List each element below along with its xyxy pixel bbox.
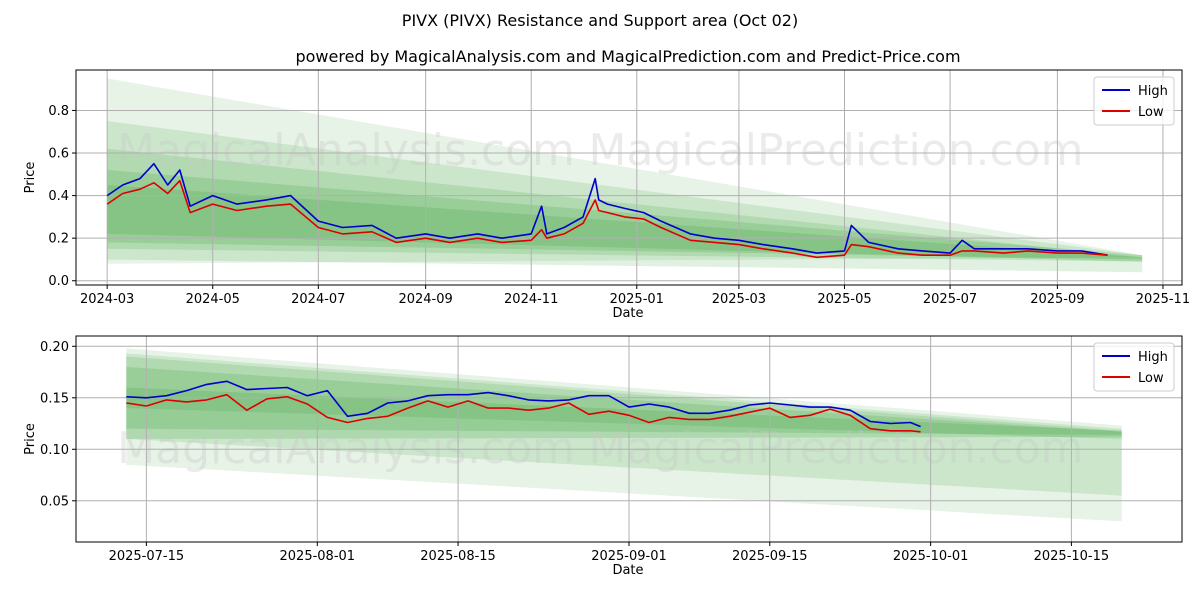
series-line-high bbox=[126, 380, 921, 428]
axes-frame bbox=[75, 69, 1183, 286]
y-axis-label: Price bbox=[23, 423, 38, 455]
y-tick-label: 0.05 bbox=[40, 494, 69, 509]
top-panel: MagicalAnalysis.com MagicalPrediction.com… bbox=[23, 69, 1190, 321]
x-tick-label: 2025-10-01 bbox=[893, 549, 969, 564]
support-resistance-band-1 bbox=[107, 121, 1143, 273]
x-tick-label: 2025-05 bbox=[817, 292, 871, 307]
y-axis-label: Price bbox=[23, 162, 38, 194]
legend-label-high: High bbox=[1138, 84, 1168, 99]
x-tick-label: 2025-11 bbox=[1136, 292, 1190, 307]
y-tick-label: 0.8 bbox=[48, 104, 69, 119]
legend-label-low: Low bbox=[1138, 371, 1164, 386]
x-axis-label: Date bbox=[612, 306, 643, 321]
x-axis-label: Date bbox=[612, 563, 643, 578]
y-tick-label: 0.6 bbox=[48, 147, 69, 162]
y-tick-label: 0.4 bbox=[48, 189, 69, 204]
watermark-prediction: MagicalPrediction.com bbox=[589, 125, 1084, 176]
support-resistance-band-4 bbox=[126, 387, 1122, 435]
x-tick-label: 2025-08-01 bbox=[280, 549, 356, 564]
x-tick-label: 2024-03 bbox=[80, 292, 134, 307]
x-tick-label: 2025-07-15 bbox=[109, 549, 185, 564]
series-line-high bbox=[106, 162, 1108, 256]
x-tick-label: 2024-05 bbox=[186, 292, 240, 307]
x-tick-label: 2025-03 bbox=[712, 292, 766, 307]
x-tick-label: 2025-09-01 bbox=[591, 549, 667, 564]
x-tick-label: 2025-10-15 bbox=[1034, 549, 1110, 564]
support-resistance-band-0 bbox=[107, 78, 1143, 264]
y-tick-label: 0.10 bbox=[40, 443, 69, 458]
x-tick-label: 2024-09 bbox=[398, 292, 452, 307]
y-tick-label: 0.15 bbox=[40, 391, 69, 406]
x-tick-label: 2025-09 bbox=[1030, 292, 1084, 307]
x-tick-label: 2025-01 bbox=[610, 292, 664, 307]
series-line-low bbox=[126, 393, 921, 433]
chart-title: PIVX (PIVX) Resistance and Support area … bbox=[402, 11, 798, 30]
watermark-prediction: MagicalPrediction.com bbox=[589, 423, 1084, 474]
y-tick-label: 0.2 bbox=[48, 232, 69, 247]
x-tick-label: 2024-11 bbox=[504, 292, 558, 307]
axes-frame bbox=[75, 335, 1183, 543]
legend-label-high: High bbox=[1138, 350, 1168, 365]
y-tick-label: 0.20 bbox=[40, 340, 69, 355]
watermark-analysis: MagicalAnalysis.com bbox=[117, 125, 575, 176]
series-line-low bbox=[106, 179, 1108, 259]
legend-label-low: Low bbox=[1138, 105, 1164, 120]
x-tick-label: 2025-08-15 bbox=[420, 549, 496, 564]
bottom-panel: MagicalAnalysis.com MagicalPrediction.com… bbox=[23, 335, 1183, 578]
x-tick-label: 2025-09-15 bbox=[732, 549, 808, 564]
watermark-analysis: MagicalAnalysis.com bbox=[117, 423, 575, 474]
support-resistance-band-1 bbox=[126, 353, 1122, 496]
x-tick-label: 2025-07 bbox=[923, 292, 977, 307]
y-tick-label: 0.0 bbox=[48, 274, 69, 289]
x-tick-label: 2024-07 bbox=[291, 292, 345, 307]
support-resistance-band-0 bbox=[126, 348, 1122, 522]
support-resistance-band-4 bbox=[107, 185, 1143, 262]
support-resistance-band-2 bbox=[107, 148, 1143, 262]
support-resistance-band-3 bbox=[107, 170, 1143, 260]
chart-subtitle: powered by MagicalAnalysis.com and Magic… bbox=[295, 47, 960, 66]
